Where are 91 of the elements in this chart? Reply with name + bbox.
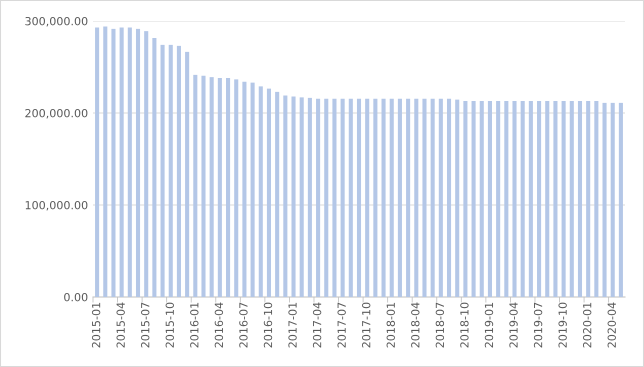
y-tick-label: 300,000.00 — [25, 16, 88, 27]
bar — [258, 86, 263, 297]
x-tick-label: 2017-01 — [288, 302, 297, 348]
x-tick-label: 2018-01 — [386, 302, 395, 348]
bar — [356, 98, 362, 297]
bar — [120, 27, 124, 297]
bar — [218, 78, 222, 297]
bar — [210, 77, 214, 297]
bar — [234, 79, 238, 297]
bar — [480, 101, 484, 297]
x-tick-label: 2016-01 — [190, 302, 199, 348]
x-tick-label: 2019-07 — [534, 302, 542, 348]
bar — [528, 101, 533, 297]
bar — [111, 28, 116, 297]
bar — [176, 46, 181, 297]
bar — [472, 101, 476, 297]
bar — [332, 98, 336, 297]
x-tick-label: 2019-10 — [558, 302, 567, 348]
bar — [373, 98, 378, 297]
x-tick-label: 2018-10 — [460, 302, 469, 348]
y-tick-label: 0.00 — [64, 292, 88, 302]
x-tick-label: 2016-10 — [264, 302, 272, 348]
x-tick-label: 2020-04 — [608, 302, 616, 348]
bar — [144, 31, 148, 297]
bar — [250, 82, 255, 297]
bar — [201, 76, 206, 297]
bar — [365, 98, 370, 297]
y-tick-label: 100,000.00 — [26, 200, 88, 211]
x-tick-label: 2015-07 — [141, 302, 150, 348]
x-tick-label: 2017-10 — [362, 302, 370, 348]
bar — [446, 98, 452, 297]
bar — [242, 82, 246, 297]
bar — [308, 98, 312, 297]
bar — [275, 92, 280, 297]
bar — [586, 101, 590, 297]
bar — [455, 100, 460, 297]
bar — [193, 74, 198, 297]
bar — [152, 38, 156, 297]
bar — [398, 98, 402, 297]
x-tick-label: 2020-01 — [582, 302, 592, 348]
bar — [488, 101, 492, 297]
x-tick-label: 2017-07 — [337, 302, 346, 348]
bar — [316, 98, 320, 297]
bar — [283, 96, 288, 297]
x-tick-label: 2015-04 — [116, 302, 125, 348]
bar — [324, 98, 328, 297]
bar — [610, 102, 615, 297]
bar — [570, 101, 574, 297]
bar — [266, 88, 272, 297]
bar — [103, 26, 108, 297]
x-tick-label: 2019-01 — [484, 302, 494, 348]
bar — [382, 98, 386, 297]
bar — [95, 27, 100, 297]
x-tick-label: 2018-04 — [411, 302, 420, 348]
x-tick-label: 2017-04 — [312, 302, 322, 348]
bar — [463, 101, 468, 297]
bar — [553, 101, 558, 297]
bar — [438, 98, 443, 297]
bar — [594, 101, 598, 297]
bar — [618, 102, 623, 297]
bar — [430, 98, 435, 297]
bar — [340, 98, 345, 297]
x-tick-label: 2015-01 — [92, 302, 100, 348]
bar — [520, 101, 525, 297]
bar — [545, 101, 550, 297]
bar — [185, 52, 190, 297]
x-tick-label: 2016-07 — [239, 302, 248, 348]
bar — [562, 101, 566, 297]
bar — [291, 96, 296, 297]
bar — [414, 98, 418, 297]
bar — [496, 101, 500, 297]
bar — [300, 97, 304, 297]
bar — [537, 101, 542, 297]
bar — [160, 44, 165, 297]
bar — [504, 101, 508, 297]
bar — [128, 27, 132, 297]
bar — [168, 44, 173, 297]
bar — [422, 98, 427, 297]
bar — [348, 98, 353, 297]
x-tick-label: 2019-04 — [509, 302, 518, 348]
bar — [390, 98, 394, 297]
x-tick-label: 2016-04 — [214, 302, 224, 348]
bar — [406, 98, 410, 297]
bar — [602, 102, 607, 297]
y-tick-label: 200,000.00 — [25, 108, 88, 119]
bar — [136, 28, 140, 297]
bar — [578, 101, 582, 297]
bar — [512, 101, 517, 297]
x-tick-label: 2018-07 — [436, 302, 444, 348]
bar — [226, 78, 230, 297]
x-tick-label: 2015-10 — [166, 302, 174, 348]
